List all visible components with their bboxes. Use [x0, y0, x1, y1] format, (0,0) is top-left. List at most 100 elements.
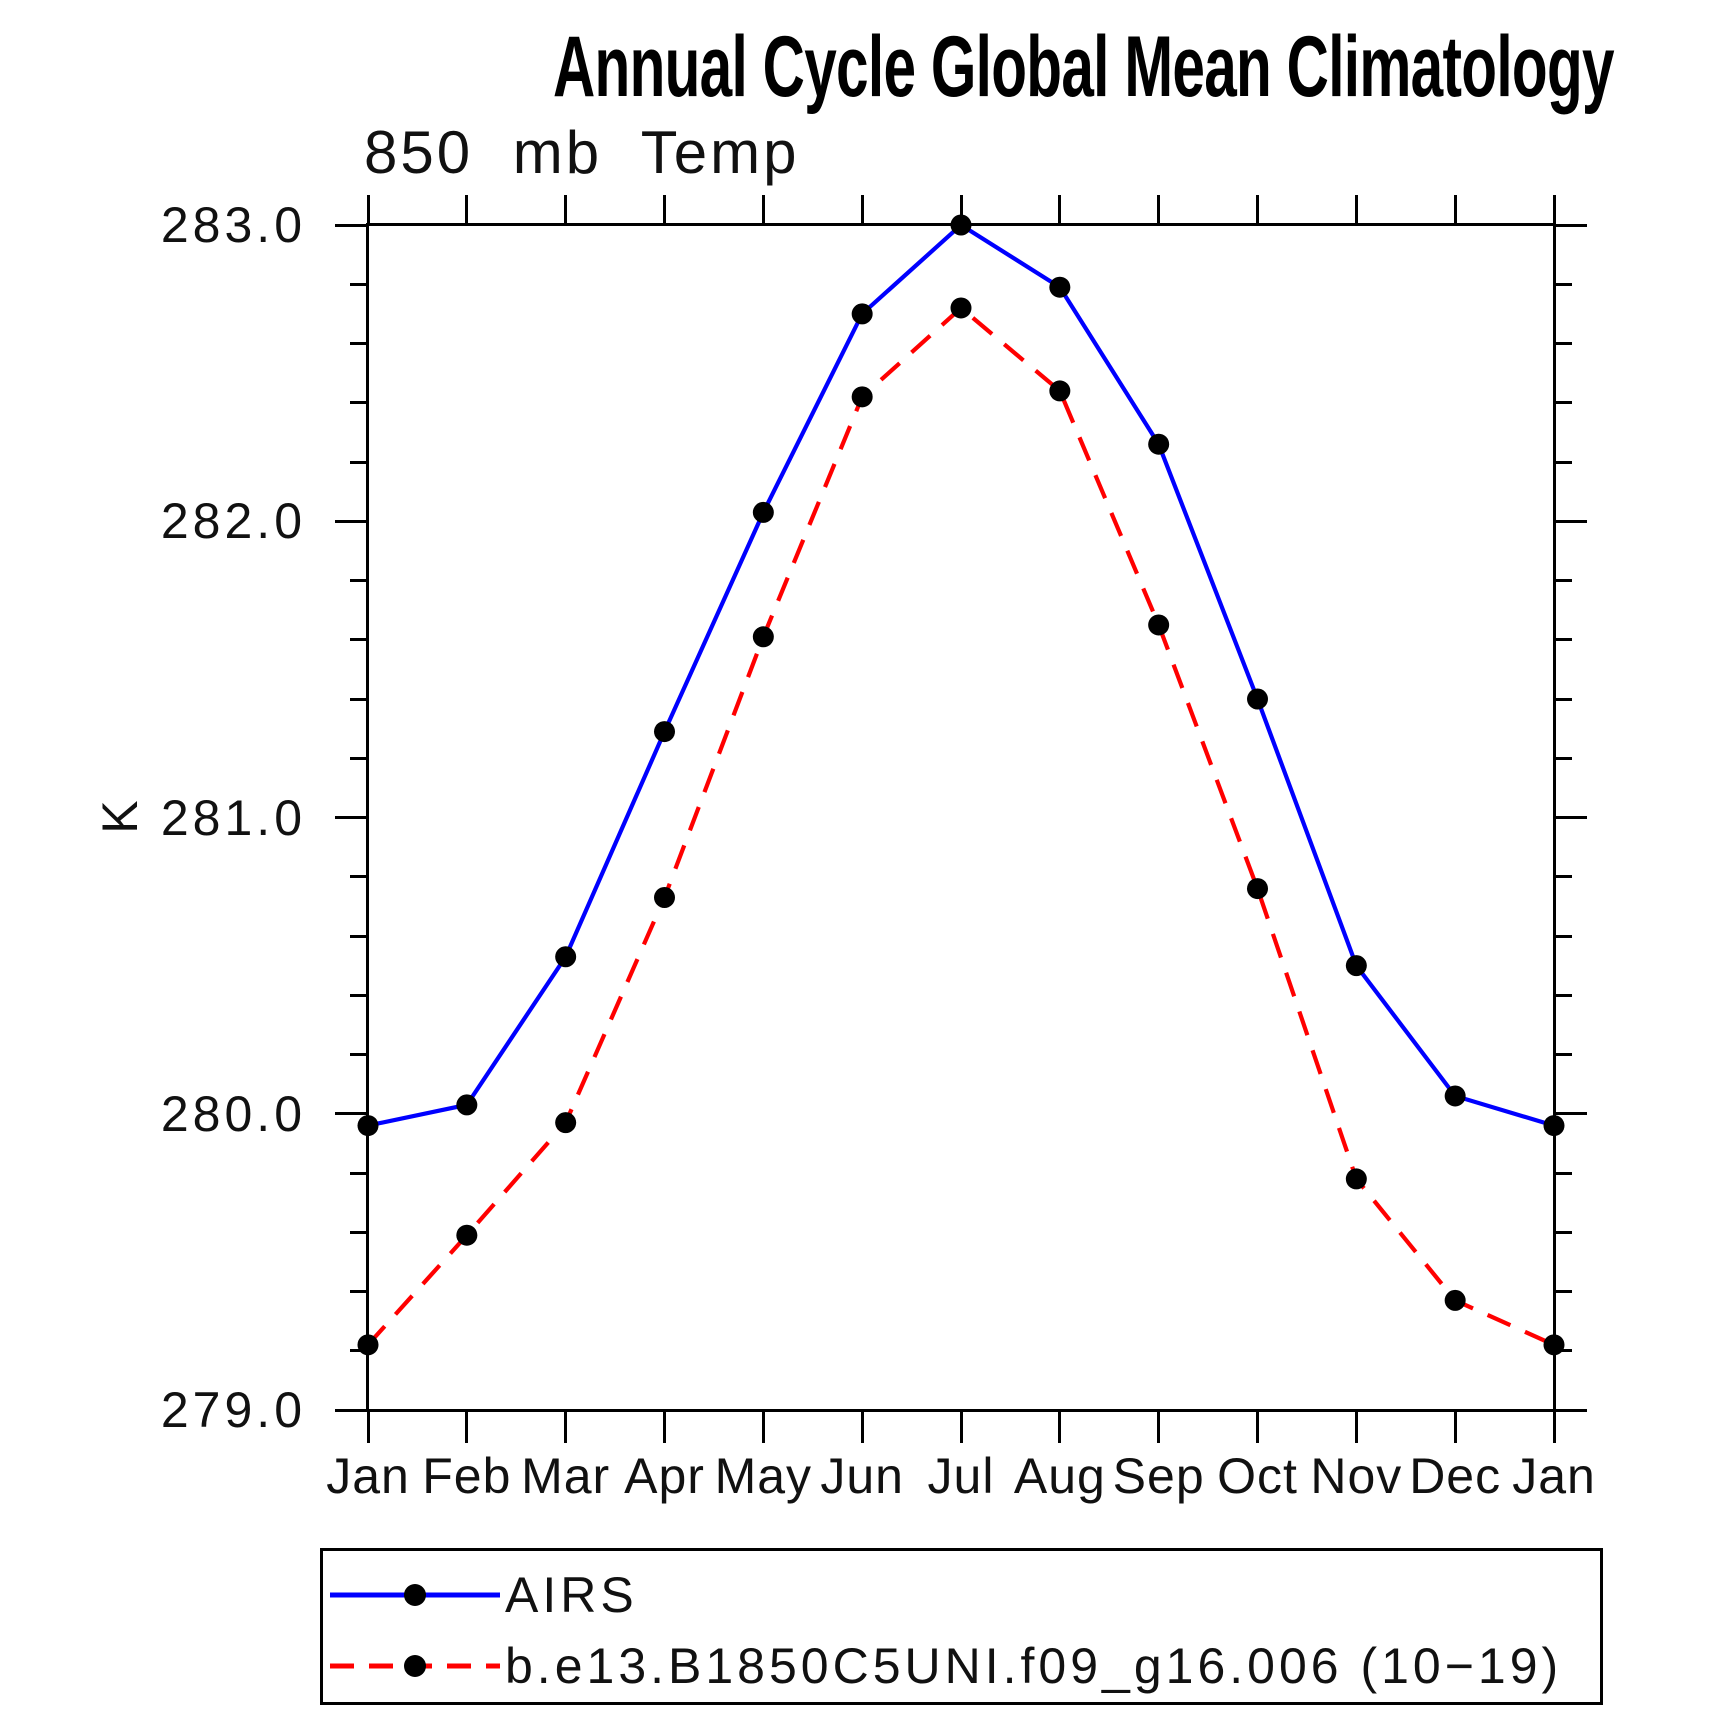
- x-tick-top: [1453, 195, 1457, 225]
- x-tick-top: [1256, 195, 1259, 225]
- x-tick-bottom: [761, 1410, 765, 1443]
- y-minor-tick-left: [350, 401, 368, 405]
- data-point-marker: [1543, 1115, 1565, 1137]
- y-major-tick-right: [1554, 816, 1587, 819]
- x-tick-bottom: [663, 1410, 666, 1443]
- x-tick-bottom: [1453, 1410, 1457, 1443]
- data-point-marker: [851, 386, 873, 408]
- x-tick-bottom: [860, 1410, 864, 1443]
- data-point-marker: [1444, 1289, 1466, 1311]
- y-minor-tick-left: [350, 875, 368, 879]
- x-tick-top: [761, 195, 765, 225]
- x-tick-label: Nov: [1310, 1448, 1403, 1504]
- data-point-marker: [456, 1094, 478, 1116]
- y-minor-tick-left: [350, 638, 368, 642]
- data-point-marker: [1345, 1168, 1367, 1190]
- y-minor-tick-right: [1554, 638, 1572, 642]
- x-tick-bottom: [1552, 1410, 1556, 1443]
- y-minor-tick-right: [1554, 401, 1572, 405]
- x-tick-top: [465, 195, 469, 225]
- y-minor-tick-left: [350, 460, 368, 464]
- y-major-tick-left: [335, 816, 368, 819]
- x-tick-label: Jun: [820, 1448, 904, 1504]
- legend-label: AIRS: [505, 1567, 638, 1623]
- y-tick-label: 280.0: [160, 1085, 306, 1142]
- y-minor-tick-left: [350, 282, 368, 286]
- x-tick-top: [1157, 195, 1161, 225]
- y-minor-tick-right: [1554, 934, 1572, 938]
- x-tick-bottom: [564, 1410, 568, 1443]
- legend-item: AIRS: [323, 1565, 1600, 1625]
- y-minor-tick-right: [1554, 579, 1572, 582]
- x-tick-label: Apr: [624, 1448, 705, 1504]
- x-tick-label: May: [714, 1448, 813, 1504]
- y-major-tick-right: [1554, 519, 1587, 523]
- y-minor-tick-left: [350, 934, 368, 938]
- y-minor-tick-left: [350, 1053, 368, 1056]
- x-tick-bottom: [1058, 1410, 1062, 1443]
- y-major-tick-right: [1554, 1408, 1587, 1412]
- data-point-marker: [950, 297, 972, 319]
- data-point-marker: [752, 501, 774, 523]
- x-tick-bottom: [366, 1410, 370, 1443]
- y-minor-tick-right: [1554, 1053, 1572, 1056]
- y-minor-tick-right: [1554, 342, 1572, 345]
- data-point-marker: [1345, 955, 1367, 977]
- data-point-marker: [456, 1224, 478, 1246]
- y-minor-tick-left: [350, 1290, 368, 1293]
- y-tick-label: 282.0: [160, 493, 306, 550]
- y-minor-tick-right: [1554, 1290, 1572, 1293]
- legend-marker: [404, 1655, 426, 1677]
- x-tick-label: Jul: [927, 1448, 995, 1504]
- legend-marker: [404, 1584, 426, 1606]
- x-tick-label: Aug: [1013, 1448, 1106, 1504]
- y-minor-tick-left: [350, 993, 368, 997]
- series-line-airs: [367, 222, 1555, 1128]
- x-tick-top: [1354, 195, 1358, 225]
- x-tick-label: Mar: [521, 1448, 611, 1504]
- x-tick-bottom: [1157, 1410, 1161, 1443]
- x-tick-label: Feb: [422, 1448, 512, 1504]
- data-point-marker: [1049, 380, 1071, 402]
- series-line-model: [366, 305, 1555, 1347]
- y-minor-tick-right: [1554, 756, 1572, 760]
- y-minor-tick-left: [350, 697, 368, 701]
- x-tick-label: Sep: [1112, 1448, 1205, 1504]
- legend: AIRS b.e13.B1850C5UNI.f09_g16.006 (10−19): [320, 1548, 1603, 1705]
- data-point-marker: [654, 721, 675, 743]
- y-major-tick-right: [1554, 223, 1587, 227]
- legend-swatch-airs: [330, 1584, 500, 1606]
- y-major-tick-right: [1554, 1112, 1587, 1116]
- y-minor-tick-right: [1554, 1171, 1572, 1175]
- data-point-marker: [1148, 433, 1170, 455]
- x-tick-label: Jan: [326, 1448, 410, 1504]
- legend-item: b.e13.B1850C5UNI.f09_g16.006 (10−19): [323, 1636, 1600, 1696]
- y-major-tick-left: [335, 1408, 368, 1412]
- y-minor-tick-right: [1554, 993, 1572, 997]
- data-point-marker: [654, 886, 675, 908]
- figure-subtitle: 850 mb Temp: [364, 119, 800, 186]
- x-tick-bottom: [465, 1410, 469, 1443]
- y-minor-tick-left: [350, 1171, 368, 1175]
- legend-swatch-model: [330, 1655, 500, 1677]
- x-tick-bottom: [1354, 1410, 1358, 1443]
- x-tick-bottom: [1256, 1410, 1259, 1443]
- data-point-marker: [851, 303, 873, 325]
- x-tick-label: Oct: [1217, 1448, 1298, 1504]
- y-minor-tick-right: [1554, 460, 1572, 464]
- data-point-marker: [357, 1115, 379, 1137]
- data-point-marker: [1049, 276, 1071, 298]
- y-minor-tick-right: [1554, 282, 1572, 286]
- x-tick-label: Dec: [1409, 1448, 1502, 1504]
- data-point-marker: [1444, 1085, 1466, 1107]
- y-tick-label: 281.0: [160, 789, 306, 846]
- data-point-marker: [950, 214, 972, 236]
- data-point-marker: [555, 1112, 577, 1134]
- x-tick-top: [1058, 195, 1062, 225]
- y-tick-label: 283.0: [160, 197, 306, 253]
- y-minor-tick-right: [1554, 1230, 1572, 1234]
- data-point-marker: [1247, 688, 1268, 710]
- y-minor-tick-left: [350, 579, 368, 582]
- y-tick-label: 279.0: [160, 1382, 306, 1438]
